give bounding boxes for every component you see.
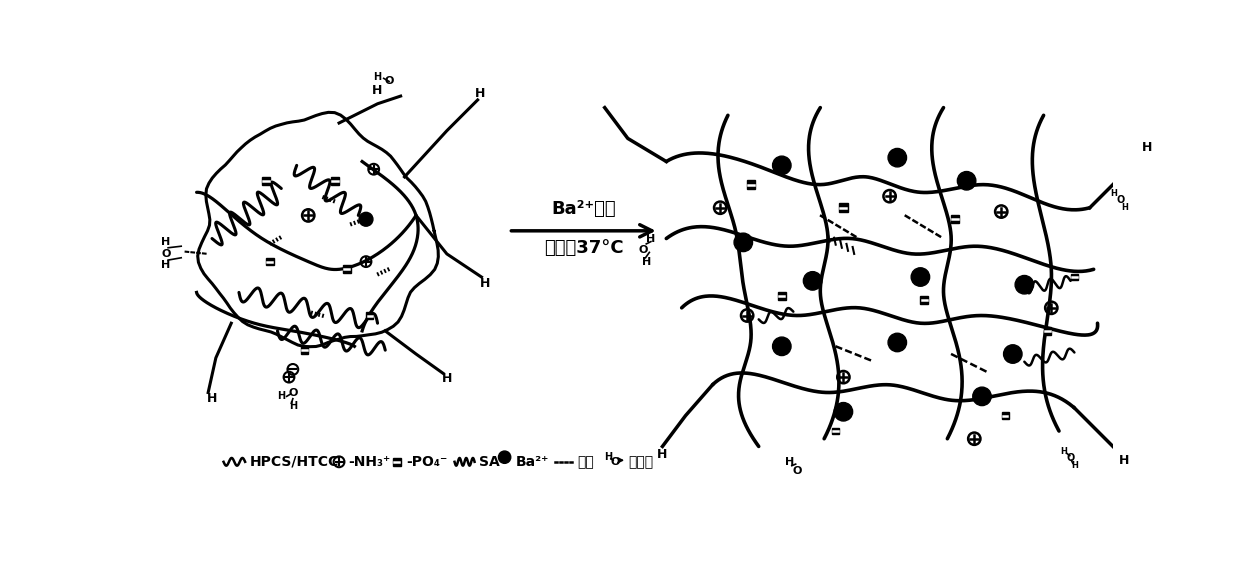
Bar — [1044, 327, 1052, 335]
Text: O: O — [288, 388, 298, 397]
Text: H: H — [1071, 461, 1078, 470]
Circle shape — [773, 156, 791, 175]
Bar — [777, 293, 786, 300]
Text: H: H — [207, 392, 217, 405]
Text: SA: SA — [479, 455, 500, 469]
Text: -NH₃⁺: -NH₃⁺ — [348, 455, 391, 469]
Text: H: H — [373, 72, 382, 82]
Circle shape — [360, 213, 373, 226]
Bar — [951, 215, 959, 223]
Bar — [301, 347, 308, 354]
Text: H: H — [441, 372, 453, 385]
Text: Ba²⁺交联: Ba²⁺交联 — [552, 200, 616, 218]
Circle shape — [734, 233, 753, 252]
Bar — [366, 312, 373, 319]
Circle shape — [957, 172, 976, 190]
Bar — [839, 203, 848, 212]
Text: H: H — [161, 237, 170, 247]
Circle shape — [888, 149, 906, 167]
Circle shape — [773, 337, 791, 355]
Text: H: H — [785, 457, 794, 467]
Text: H: H — [642, 257, 652, 267]
Circle shape — [835, 403, 853, 421]
Text: HPCS/HTCC: HPCS/HTCC — [249, 455, 339, 469]
Text: O: O — [610, 457, 620, 467]
Text: O: O — [792, 466, 802, 476]
Circle shape — [804, 272, 822, 290]
Text: 水分子: 水分子 — [629, 455, 653, 469]
Text: H: H — [372, 84, 383, 97]
Text: H: H — [475, 87, 485, 100]
Text: H: H — [1120, 454, 1130, 467]
Text: H: H — [1110, 190, 1117, 198]
Text: H: H — [604, 452, 613, 462]
Text: -PO₄⁻: -PO₄⁻ — [405, 455, 448, 469]
Bar — [262, 176, 270, 185]
Bar — [343, 266, 351, 273]
Bar — [832, 427, 839, 434]
Bar — [920, 296, 928, 304]
Text: H: H — [480, 276, 491, 290]
Text: H: H — [1060, 448, 1068, 456]
Text: H: H — [657, 448, 667, 461]
Text: Ba²⁺: Ba²⁺ — [516, 455, 549, 469]
Bar — [331, 176, 340, 185]
Text: O: O — [639, 245, 647, 255]
Bar — [393, 458, 401, 465]
Circle shape — [888, 334, 906, 352]
Text: H: H — [1121, 203, 1128, 212]
Bar — [1002, 412, 1008, 419]
Circle shape — [972, 387, 991, 406]
Text: 氢键: 氢键 — [578, 455, 594, 469]
Text: H: H — [161, 260, 170, 271]
Text: H: H — [646, 233, 656, 244]
Text: O: O — [161, 249, 170, 259]
Text: H: H — [1142, 141, 1153, 154]
Bar — [746, 180, 755, 189]
Bar — [1071, 274, 1078, 281]
Text: O: O — [1066, 453, 1075, 463]
Text: H: H — [278, 391, 285, 401]
Circle shape — [1016, 275, 1034, 294]
Text: O: O — [1116, 195, 1125, 205]
Text: 升温至37°C: 升温至37°C — [544, 239, 624, 257]
Bar — [265, 258, 274, 266]
Text: H: H — [289, 401, 296, 411]
Circle shape — [498, 451, 511, 463]
Circle shape — [1003, 345, 1022, 363]
Circle shape — [911, 268, 930, 286]
Text: O: O — [384, 75, 394, 86]
